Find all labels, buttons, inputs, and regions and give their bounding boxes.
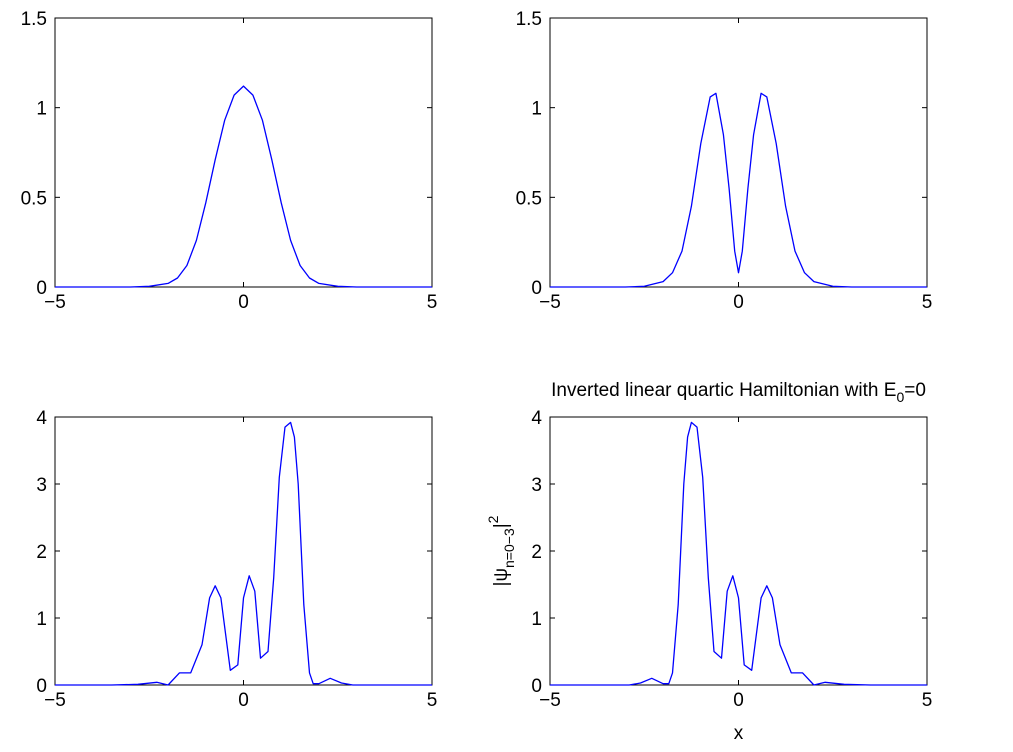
y-tick-label: 1: [531, 99, 542, 120]
y-tick-label: 0: [36, 676, 47, 697]
x-tick-label: 0: [238, 690, 249, 711]
x-tick-label: 0: [733, 292, 744, 313]
y-tick-label: 0: [531, 278, 542, 299]
x-tick-label: −5: [44, 690, 66, 711]
x-tick-label: −5: [539, 690, 561, 711]
y-tick-label: 1.5: [516, 9, 542, 30]
y-tick-label: 3: [36, 475, 47, 496]
y-tick-label: 2: [36, 542, 47, 563]
x-tick-label: 5: [922, 292, 933, 313]
y-tick-label: 1: [531, 609, 542, 630]
y-tick-label: 4: [531, 408, 542, 429]
x-tick-label: 0: [733, 690, 744, 711]
y-tick-label: 1: [36, 99, 47, 120]
x-tick-label: 5: [427, 690, 438, 711]
y-tick-label: 4: [36, 408, 47, 429]
y-tick-label: 1: [36, 609, 47, 630]
x-tick-label: 5: [427, 292, 438, 313]
x-tick-label: −5: [539, 292, 561, 313]
y-tick-label: 2: [531, 542, 542, 563]
y-tick-label: 1.5: [21, 9, 47, 30]
x-tick-label: 5: [922, 690, 933, 711]
x-axis-label: x: [734, 723, 744, 744]
y-tick-label: 0.5: [516, 188, 542, 209]
y-tick-label: 3: [531, 475, 542, 496]
x-tick-label: −5: [44, 292, 66, 313]
y-tick-label: 0.5: [21, 188, 47, 209]
y-tick-label: 0: [531, 676, 542, 697]
x-tick-label: 0: [238, 292, 249, 313]
y-tick-label: 0: [36, 278, 47, 299]
